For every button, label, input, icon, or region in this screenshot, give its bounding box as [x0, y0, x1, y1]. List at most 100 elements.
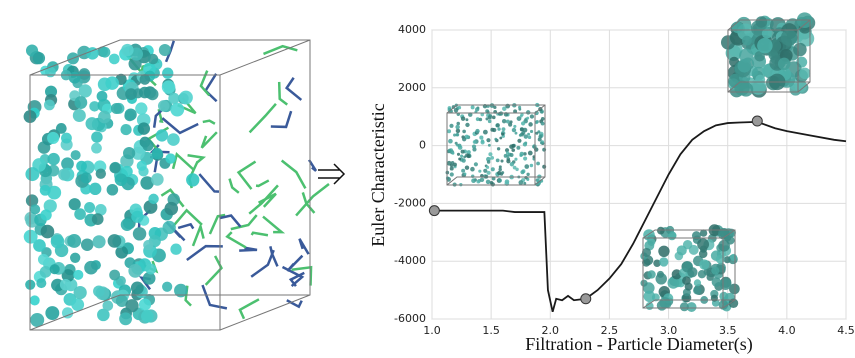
- sphere: [139, 74, 151, 85]
- x-tick-label: 4.5: [837, 324, 855, 337]
- sphere: [84, 202, 96, 213]
- sphere: [47, 185, 62, 200]
- network-edge: [230, 214, 258, 231]
- inset-particle: [659, 257, 669, 267]
- inset-particle: [486, 160, 491, 164]
- inset-particle: [449, 166, 454, 171]
- x-tick-label: 1.5: [482, 324, 500, 337]
- inset-particle: [471, 144, 477, 149]
- x-tick-label: 1.0: [423, 324, 441, 337]
- sphere: [174, 283, 188, 298]
- inset-particle: [754, 50, 765, 62]
- inset-particle: [711, 277, 722, 287]
- sphere: [95, 168, 107, 179]
- inset-particle: [487, 143, 491, 147]
- inset-particle: [502, 106, 507, 111]
- inset-particle: [699, 229, 708, 237]
- network-edge: [307, 159, 318, 172]
- sphere: [98, 110, 111, 124]
- inset-particle: [757, 37, 773, 54]
- inset-particle: [449, 123, 454, 128]
- inset-particle: [523, 181, 527, 185]
- inset-particle: [456, 152, 461, 156]
- sphere: [162, 220, 176, 235]
- sphere: [61, 269, 75, 282]
- inset-particle: [466, 154, 471, 159]
- inset-particle: [538, 134, 543, 139]
- inset-particle: [656, 270, 664, 278]
- inset-particle: [508, 122, 513, 127]
- sphere: [115, 294, 128, 308]
- inset-particle: [456, 121, 460, 126]
- inset-particle: [734, 80, 750, 96]
- sphere: [132, 227, 147, 241]
- inset-particle: [491, 176, 496, 181]
- inset-particle: [512, 165, 517, 170]
- network-edge: [187, 154, 207, 164]
- inset-particle: [494, 137, 498, 141]
- sphere: [148, 193, 159, 205]
- network-edge: [171, 152, 195, 171]
- sphere: [40, 224, 55, 239]
- inset-particle: [498, 167, 502, 172]
- inset-particle: [475, 117, 480, 122]
- inset-particle: [524, 175, 528, 180]
- inset-particle: [460, 116, 466, 121]
- inset-particle: [497, 178, 502, 183]
- render-illustration: [23, 39, 330, 331]
- inset-particle: [457, 105, 462, 110]
- inset-particle: [699, 259, 710, 270]
- inset-particle: [780, 29, 798, 46]
- inset-particle: [513, 109, 518, 114]
- inset-particle: [500, 159, 504, 163]
- inset-particle: [485, 179, 491, 185]
- inset-particle: [799, 67, 811, 80]
- sphere: [30, 313, 45, 327]
- sphere: [142, 139, 154, 152]
- inset-particle: [540, 121, 545, 126]
- inset-particle: [485, 117, 489, 121]
- network-edge: [248, 103, 277, 134]
- inset-particle: [448, 138, 453, 144]
- network-edge: [248, 184, 279, 215]
- sphere: [161, 80, 176, 94]
- inset-particle: [755, 74, 766, 85]
- sphere: [110, 102, 122, 115]
- inset-particle: [491, 115, 496, 120]
- sphere: [102, 300, 114, 311]
- y-tick-label: 2000: [398, 81, 426, 94]
- sphere: [130, 281, 144, 295]
- x-tick-label: 3.5: [719, 324, 737, 337]
- y-axis-label: Euler Characteristic: [368, 103, 388, 246]
- sphere: [179, 90, 193, 105]
- inset-particle: [486, 156, 491, 162]
- sphere: [170, 102, 185, 117]
- inset-particle: [465, 118, 469, 122]
- inset-particle: [501, 171, 505, 175]
- inset-particle: [728, 298, 739, 309]
- inset-particle: [641, 247, 652, 257]
- inset-particle: [498, 165, 502, 169]
- inset-particle: [454, 141, 458, 145]
- inset-particle: [715, 254, 725, 264]
- inset-particle: [522, 142, 528, 147]
- inset-particle: [509, 152, 514, 158]
- sphere: [33, 239, 46, 252]
- sphere: [142, 271, 156, 285]
- inset-particle: [495, 158, 500, 163]
- network-edge: [236, 160, 257, 190]
- sphere: [108, 53, 120, 65]
- inset-particle: [534, 110, 539, 116]
- inset-particle: [460, 149, 465, 154]
- sphere: [164, 201, 179, 216]
- inset-particle: [697, 270, 707, 279]
- network-edge: [238, 298, 260, 320]
- sphere: [59, 278, 72, 291]
- network-edge: [298, 238, 310, 255]
- sphere: [23, 229, 38, 244]
- sphere: [135, 102, 148, 115]
- inset-particle: [686, 302, 697, 313]
- inset-particle: [509, 162, 515, 167]
- network-edge: [161, 117, 199, 135]
